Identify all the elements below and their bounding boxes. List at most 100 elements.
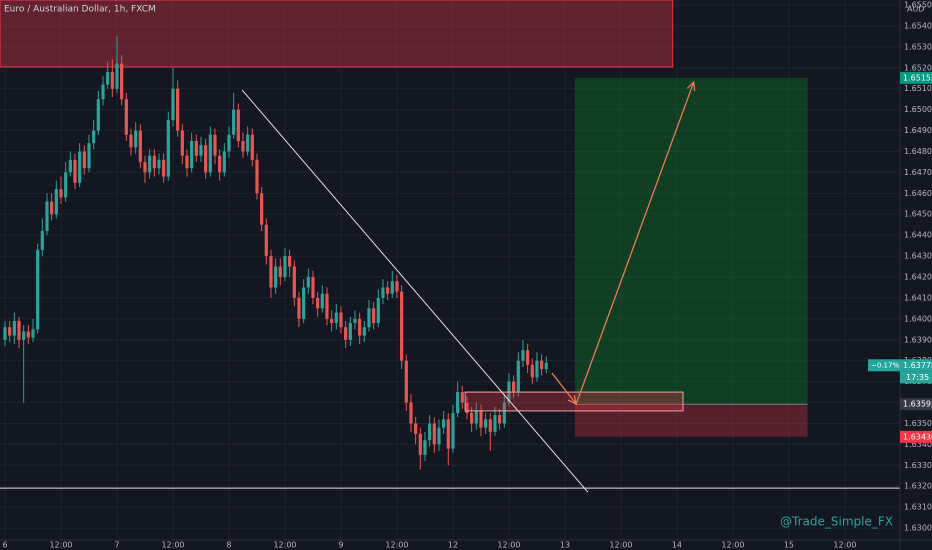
candle-body [400, 291, 404, 361]
candle-body [171, 88, 175, 121]
candle-body [143, 161, 147, 173]
candle-body [236, 109, 240, 142]
price-tag: 1.63592 [903, 400, 932, 409]
candle-body [521, 350, 525, 361]
candle-body [516, 360, 520, 393]
candle-body [17, 320, 21, 340]
candle-body [306, 277, 310, 288]
y-tick-label: 1.64300 [904, 252, 932, 261]
candle-body [152, 155, 156, 169]
x-tick-label: 13 [560, 541, 570, 550]
candle-body [129, 134, 133, 148]
candle-body [278, 266, 282, 278]
candle-body [330, 318, 334, 324]
target-zone [574, 77, 808, 405]
y-tick-label: 1.63000 [904, 524, 932, 533]
candle-body [381, 287, 385, 298]
candle-body [246, 134, 250, 152]
x-tick-label: 12:00 [833, 541, 856, 550]
y-tick-label: 1.65000 [904, 105, 932, 114]
candle-body [264, 224, 268, 257]
candle-body [358, 318, 362, 336]
change-bg [868, 359, 900, 372]
candle-body [348, 323, 352, 340]
x-tick-label: 14 [672, 541, 682, 550]
candle-body [73, 159, 77, 183]
candle-body [269, 256, 273, 288]
candle-body [297, 297, 301, 319]
candle-body [96, 99, 100, 131]
chart-title: Euro / Australian Dollar, 1h, FXCM [4, 5, 156, 15]
x-tick-label: 15 [784, 541, 794, 550]
candle-body [110, 71, 114, 89]
candle-body [64, 172, 68, 198]
x-tick-label: 7 [114, 541, 119, 550]
y-tick-label: 1.63900 [904, 335, 932, 344]
x-tick-label: 12:00 [721, 541, 744, 550]
candle-body [320, 293, 324, 309]
candle-body [423, 440, 427, 455]
candle-body [213, 134, 217, 156]
candle-body [92, 130, 96, 144]
candle-body [334, 312, 338, 324]
candle-body [367, 308, 371, 328]
arrow-head [686, 80, 696, 92]
y-tick-label: 1.65300 [904, 42, 932, 51]
candle-body [432, 423, 436, 445]
candle-body [50, 201, 54, 215]
candle-body [418, 433, 422, 455]
candle-body [22, 331, 26, 340]
drawings-back [0, 0, 808, 437]
x-tick-label: 12:00 [49, 541, 72, 550]
candle-body [68, 159, 72, 173]
candle-body [325, 293, 329, 319]
countdown-bg [900, 371, 932, 384]
candle-body [465, 402, 469, 414]
price-tag-bg [900, 359, 932, 372]
candle-body [372, 308, 376, 324]
candle-body [260, 193, 264, 225]
candle-body [544, 362, 548, 370]
candle-body [250, 134, 254, 160]
y-tick-label: 1.63300 [904, 461, 932, 470]
y-tick-label: 1.64500 [904, 210, 932, 219]
candle-body [292, 266, 296, 298]
candle-body [302, 287, 306, 319]
candle-body [12, 320, 16, 336]
candle-body [199, 145, 203, 156]
y-tick-label: 1.65400 [904, 21, 932, 30]
y-tick-label: 1.64400 [904, 231, 932, 240]
candle-body [540, 360, 544, 370]
candle-body [386, 287, 390, 294]
candle-body [339, 312, 343, 328]
watermark: @Trade_Simple_FX [780, 515, 893, 529]
candle-body [138, 130, 142, 162]
countdown: 17:35 [906, 373, 929, 382]
supply-zone [0, 0, 674, 68]
candle-body [26, 331, 30, 338]
candle-body [8, 327, 12, 336]
candle-body [456, 392, 460, 414]
candle-body [78, 151, 82, 183]
candle-body [222, 151, 226, 173]
candle-body [362, 327, 366, 336]
candle-body [404, 360, 408, 403]
candle-body [437, 427, 441, 445]
candle-body [218, 155, 222, 173]
candle-body [255, 159, 259, 194]
price-tag-bg [900, 71, 932, 84]
candle-body [232, 109, 236, 135]
candle-body [353, 318, 357, 324]
candles [3, 36, 548, 470]
y-tick-label: 1.64000 [904, 314, 932, 323]
candle-body [87, 143, 91, 169]
price-tag: 1.63778 [903, 361, 932, 370]
y-tick-label: 1.65500 [904, 1, 932, 10]
x-tick-label: 6 [2, 541, 7, 550]
candle-body [148, 155, 152, 173]
candle-body [134, 130, 138, 148]
y-tick-label: 1.64700 [904, 168, 932, 177]
candle-body [208, 134, 212, 173]
